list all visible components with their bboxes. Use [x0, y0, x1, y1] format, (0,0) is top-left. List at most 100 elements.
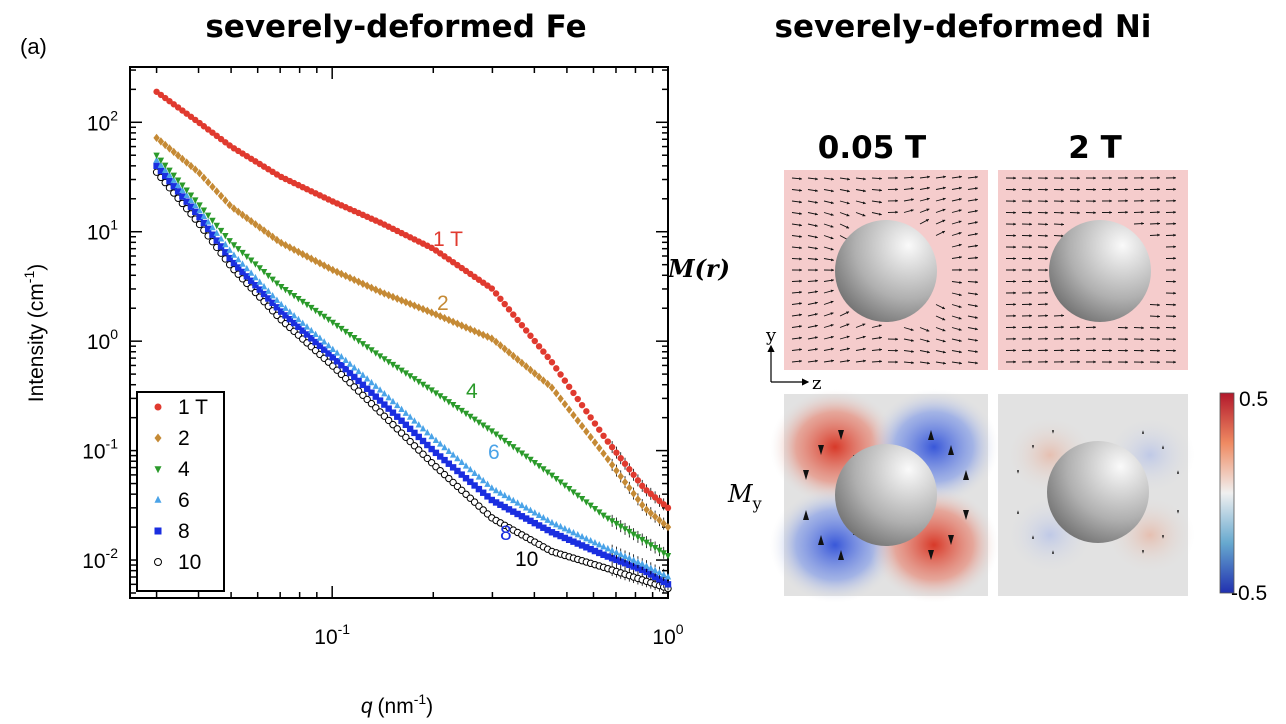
moment-arrow — [948, 445, 954, 455]
data-point — [505, 506, 513, 513]
data-point — [497, 489, 504, 496]
data-point — [235, 255, 242, 263]
arrow-head — [1045, 337, 1048, 341]
data-point — [419, 450, 427, 458]
data-point — [235, 264, 242, 271]
data-point — [480, 489, 487, 496]
arrow-head — [830, 224, 834, 228]
arrow-head — [975, 175, 978, 179]
data-point — [325, 316, 332, 324]
arrow-head — [1109, 188, 1112, 191]
arrow-head — [1125, 187, 1128, 191]
data-point — [557, 394, 564, 403]
arrow-head — [1173, 233, 1176, 237]
data-point — [367, 399, 376, 408]
arrow-head — [942, 219, 946, 223]
data-point — [591, 547, 599, 555]
arrow-head — [943, 175, 946, 179]
arrow-head — [1093, 325, 1096, 329]
arrow-head — [1029, 348, 1032, 352]
data-point — [492, 499, 500, 506]
data-point — [596, 540, 603, 548]
colorbar-min: -0.5 — [1231, 582, 1267, 605]
data-point — [183, 198, 190, 205]
arrow-head — [1013, 291, 1016, 295]
arrow-head — [958, 293, 962, 297]
data-point — [346, 360, 354, 367]
data-point — [200, 173, 208, 182]
moment-arrow — [1051, 430, 1055, 434]
arrow-head — [1109, 199, 1112, 203]
data-point — [406, 437, 414, 446]
data-point — [621, 559, 629, 567]
data-point — [153, 133, 160, 143]
data-point — [501, 503, 508, 511]
data-point — [419, 437, 427, 445]
data-point — [385, 405, 392, 412]
data-point — [617, 550, 624, 558]
data-point — [484, 425, 491, 432]
data-point — [269, 291, 276, 299]
data-point — [342, 356, 349, 364]
legend-marker — [154, 495, 162, 503]
data-point — [617, 454, 624, 462]
arrow-head — [1061, 199, 1064, 203]
data-point — [200, 212, 208, 219]
data-point — [540, 376, 547, 385]
data-point — [299, 319, 306, 326]
data-point — [166, 144, 173, 153]
data-point — [372, 393, 379, 400]
arrow-head — [959, 281, 962, 284]
colorbar-max: 0.5 — [1239, 388, 1268, 411]
arrow-head — [830, 213, 834, 216]
data-point — [544, 353, 551, 361]
data-point — [239, 268, 246, 276]
moment-arrow — [1016, 510, 1020, 514]
arrow-head — [958, 209, 962, 212]
x-tick-labels: 10-1 100 — [314, 621, 684, 649]
arrow-head — [862, 201, 866, 205]
arrow-head — [1157, 210, 1160, 214]
data-point — [428, 432, 435, 440]
data-point — [621, 477, 629, 487]
arrow-head — [830, 324, 834, 327]
arrow-head — [1029, 314, 1032, 318]
arrow-head — [1157, 187, 1160, 191]
data-point — [467, 413, 474, 421]
data-point — [647, 571, 655, 578]
data-point — [320, 346, 328, 353]
arrow-head — [959, 175, 962, 179]
data-point — [213, 187, 220, 196]
arrow-head — [1125, 360, 1128, 364]
arrow-head — [1029, 199, 1032, 203]
arrow-head — [1029, 325, 1032, 329]
data-point — [596, 509, 603, 516]
data-point — [320, 313, 328, 321]
arrow-head — [879, 200, 882, 204]
arrow-head — [974, 316, 978, 319]
data-point — [570, 528, 577, 536]
data-point — [613, 556, 620, 564]
arrow-head — [974, 304, 978, 308]
arrow-head — [1141, 199, 1144, 203]
data-point — [295, 323, 302, 331]
arrow-head — [879, 336, 882, 340]
data-point — [488, 285, 496, 292]
data-point — [196, 169, 203, 178]
data-point — [505, 306, 513, 313]
data-point — [204, 178, 212, 187]
data-point — [510, 508, 517, 515]
x-tick-label: 100 — [652, 621, 683, 649]
data-point — [578, 401, 586, 409]
arrow-head — [1093, 348, 1096, 352]
arrow-head — [1173, 222, 1176, 226]
col-label-0-05T: 0.05 T — [818, 130, 926, 166]
data-point — [290, 292, 298, 300]
data-point — [505, 440, 513, 448]
data-point — [376, 408, 384, 416]
arrow-head — [1157, 337, 1160, 341]
data-point — [501, 300, 508, 308]
data-point — [192, 165, 199, 174]
data-point — [235, 246, 242, 253]
arrow-head — [814, 301, 818, 305]
